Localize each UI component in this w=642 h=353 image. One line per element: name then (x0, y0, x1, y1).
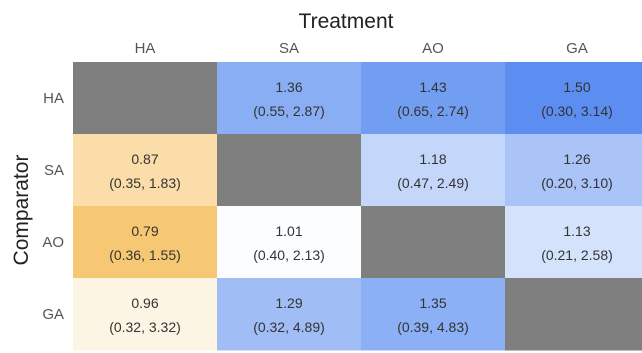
cell-ci-label: (0.39, 4.83) (397, 319, 469, 335)
cell-value-label: 1.01 (275, 223, 302, 239)
y-tick-labels: HA SA AO GA (42, 90, 64, 323)
cell-ci-label: (0.30, 3.14) (541, 103, 613, 119)
heatmap-cell (361, 278, 506, 351)
diagonal-cell (73, 62, 218, 135)
x-tick-ha: HA (135, 40, 156, 57)
diagonal-cell (217, 134, 362, 207)
cell-value-label: 1.13 (563, 223, 590, 239)
diagonal-cell (505, 278, 642, 351)
cell-ci-label: (0.20, 3.10) (541, 175, 613, 191)
cell-value-label: 1.26 (563, 151, 590, 167)
cell-ci-label: (0.35, 1.83) (109, 175, 181, 191)
y-tick-ha: HA (43, 90, 64, 107)
cell-ci-label: (0.36, 1.55) (109, 247, 181, 263)
heatmap-cell (361, 62, 506, 135)
x-tick-ao: AO (422, 40, 444, 57)
cell-value-label: 0.87 (131, 151, 158, 167)
cell-ci-label: (0.55, 2.87) (253, 103, 325, 119)
heatmap-cell (217, 278, 362, 351)
cell-value-label: 1.43 (419, 79, 446, 95)
heatmap-cell (217, 62, 362, 135)
cell-value-label: 0.96 (131, 295, 158, 311)
cell-value-label: 1.36 (275, 79, 302, 95)
cell-value-label: 1.50 (563, 79, 590, 95)
heatmap-cell (505, 206, 642, 279)
y-tick-ao: AO (42, 234, 64, 251)
cell-ci-label: (0.21, 2.58) (541, 247, 613, 263)
cell-ci-label: (0.32, 3.32) (109, 319, 181, 335)
cell-value-label: 1.35 (419, 295, 446, 311)
x-tick-ga: GA (566, 40, 588, 57)
diagonal-cell (361, 206, 506, 279)
heatmap-cell (361, 134, 506, 207)
cell-value-label: 1.29 (275, 295, 302, 311)
cell-value-label: 1.18 (419, 151, 446, 167)
heatmap-cell (505, 62, 642, 135)
x-tick-sa: SA (279, 40, 299, 57)
heatmap-cell (217, 206, 362, 279)
heatmap-cells: 1.36 (0.55, 2.87) 1.43 (0.65, 2.74) 1.50 (0.3… (73, 62, 642, 351)
heatmap-cell (73, 134, 218, 207)
y-tick-sa: SA (44, 162, 64, 179)
cell-ci-label: (0.40, 2.13) (253, 247, 325, 263)
heatmap-cell (505, 134, 642, 207)
y-tick-ga: GA (42, 306, 64, 323)
cell-value-label: 0.79 (131, 223, 158, 239)
heatmap-cell (73, 278, 218, 351)
y-axis-title: Comparator (10, 155, 33, 266)
x-tick-labels: HA SA AO GA (135, 40, 588, 57)
cell-ci-label: (0.65, 2.74) (397, 103, 469, 119)
cell-ci-label: (0.47, 2.49) (397, 175, 469, 191)
cell-ci-label: (0.32, 4.89) (253, 319, 325, 335)
x-axis-title: Treatment (299, 10, 394, 33)
heatmap-cell (73, 206, 218, 279)
